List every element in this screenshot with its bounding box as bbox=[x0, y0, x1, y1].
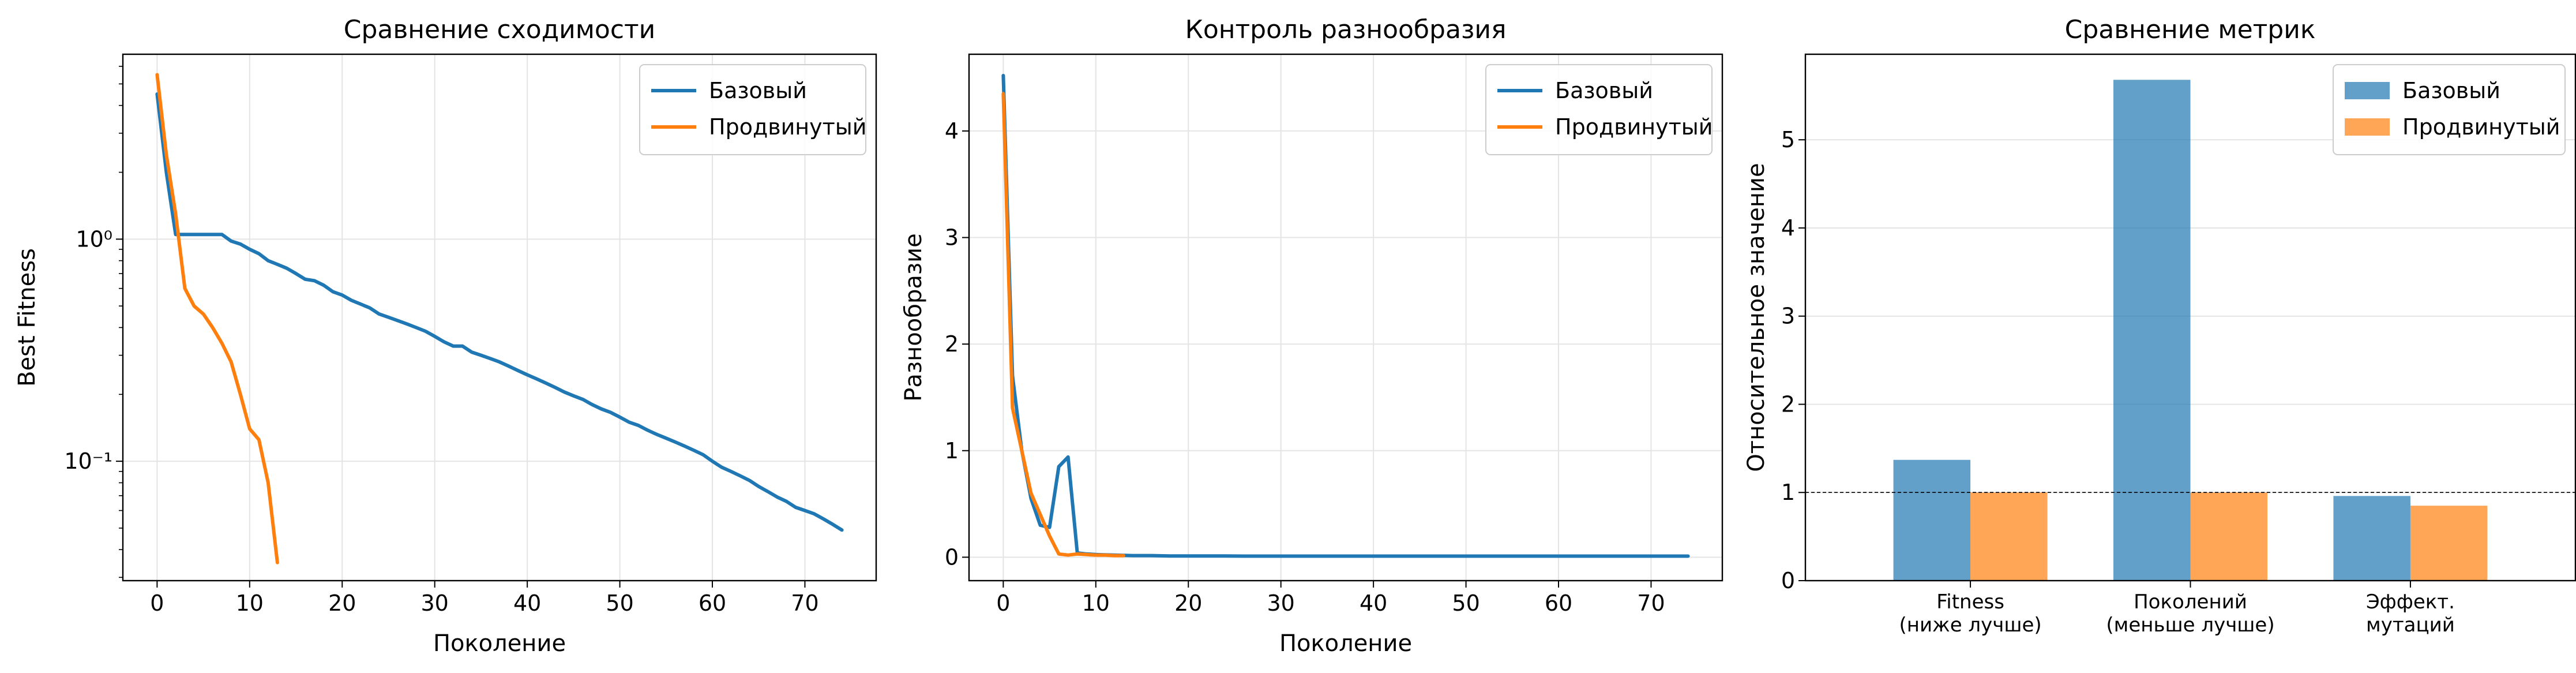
y-tick-label: 5 bbox=[1781, 127, 1795, 152]
bar bbox=[2113, 80, 2191, 581]
legend: Базовый Продвинутый bbox=[2333, 64, 2566, 155]
y-ticks: 0 1 2 3 4 5 bbox=[1781, 127, 1805, 593]
diversity-chart: Контроль разнообразия 0 10 20 30 40 50 60 70 0 1… bbox=[900, 15, 1723, 657]
x-tick-label: 0 bbox=[996, 590, 1010, 616]
legend-entry: Продвинутый bbox=[1555, 114, 1713, 140]
plot-frame bbox=[122, 53, 877, 582]
x-tick-label: 60 bbox=[699, 590, 726, 616]
series-line bbox=[1001, 73, 1690, 558]
series-line bbox=[1001, 92, 1125, 558]
x-ticks: 0 10 20 30 40 50 60 70 bbox=[150, 581, 819, 616]
x-tick-label: 0 bbox=[150, 590, 164, 616]
x-ticks: Fitness (ниже лучше) Поколений (меньше лучш… bbox=[1899, 581, 2455, 637]
y-axis-label: Относительное значение bbox=[1743, 163, 1770, 472]
bar bbox=[2190, 492, 2267, 581]
y-axis-label: Разнообразие bbox=[900, 233, 927, 401]
chart-title: Контроль разнообразия bbox=[1185, 15, 1507, 44]
legend: Базовый Продвинутый bbox=[639, 64, 866, 155]
convergence-chart: Сравнение сходимости 0 10 20 30 40 50 60 70 10⁻… bbox=[14, 15, 877, 657]
y-tick-label: 2 bbox=[1781, 391, 1795, 417]
metrics-chart: Сравнение метрик Fitness (ниже лучше) Поко… bbox=[1743, 15, 2576, 637]
x-tick-label: 20 bbox=[1174, 590, 1202, 616]
y-tick-label: 0 bbox=[945, 544, 959, 570]
legend-entry: Продвинутый bbox=[709, 114, 866, 140]
y-tick-label: 10⁻¹ bbox=[64, 448, 112, 474]
x-tick-label: 10 bbox=[1082, 590, 1110, 616]
x-tick-label: Fitness (ниже лучше) bbox=[1899, 590, 2041, 637]
bars bbox=[1893, 80, 2488, 581]
chart-title: Сравнение метрик bbox=[2065, 15, 2316, 44]
x-tick-label: 10 bbox=[236, 590, 264, 616]
legend-box bbox=[639, 64, 866, 155]
x-axis-label: Поколение bbox=[433, 630, 566, 657]
x-axis-label: Поколение bbox=[1279, 630, 1412, 657]
x-ticks: 0 10 20 30 40 50 60 70 bbox=[996, 581, 1665, 616]
legend-box bbox=[1485, 64, 1713, 155]
series-line bbox=[155, 92, 844, 532]
x-tick-label: 30 bbox=[1267, 590, 1295, 616]
x-tick-label: 50 bbox=[1452, 590, 1479, 616]
series-lines bbox=[1001, 73, 1690, 558]
legend-box bbox=[2333, 64, 2566, 155]
bar bbox=[1970, 492, 2048, 581]
y-tick-label: 4 bbox=[945, 118, 959, 144]
series-line bbox=[155, 73, 279, 564]
x-tick-label: 40 bbox=[1360, 590, 1387, 616]
legend-entry: Базовый bbox=[2402, 78, 2500, 103]
legend-entry: Продвинутый bbox=[2402, 114, 2560, 140]
y-tick-label: 0 bbox=[1781, 568, 1795, 593]
y-tick-label: 1 bbox=[1781, 480, 1795, 505]
x-tick-label: Эффект. мутаций bbox=[2366, 590, 2455, 637]
y-tick-label: 1 bbox=[945, 438, 959, 463]
y-tick-label: 3 bbox=[945, 225, 959, 250]
plot-frame bbox=[968, 53, 1723, 582]
x-tick-label: 70 bbox=[1637, 590, 1665, 616]
legend-swatch bbox=[2345, 118, 2390, 136]
legend-entry: Базовый bbox=[1555, 78, 1653, 103]
x-tick-label: 70 bbox=[791, 590, 818, 616]
x-tick-label: 30 bbox=[421, 590, 449, 616]
bar bbox=[2333, 496, 2410, 581]
y-ticks: 0 1 2 3 4 bbox=[945, 118, 969, 570]
y-axis-label: Best Fitness bbox=[14, 248, 40, 387]
legend-entry: Базовый bbox=[709, 78, 807, 103]
bar bbox=[1893, 459, 1971, 581]
y-tick-label: 4 bbox=[1781, 215, 1795, 241]
series-lines bbox=[155, 73, 844, 564]
y-tick-label: 2 bbox=[945, 331, 959, 357]
y-ticks: 10⁻¹ 10⁰ bbox=[64, 66, 123, 578]
x-tick-label: 60 bbox=[1545, 590, 1572, 616]
x-tick-label: 20 bbox=[328, 590, 356, 616]
x-tick-label: Поколений (меньше лучше) bbox=[2106, 590, 2274, 637]
y-tick-label: 10⁰ bbox=[76, 226, 112, 252]
legend-swatch bbox=[2345, 82, 2390, 99]
bar bbox=[2410, 506, 2488, 581]
x-tick-label: 40 bbox=[513, 590, 541, 616]
y-tick-label: 3 bbox=[1781, 304, 1795, 329]
x-tick-label: 50 bbox=[606, 590, 633, 616]
legend: Базовый Продвинутый bbox=[1485, 64, 1713, 155]
chart-title: Сравнение сходимости bbox=[344, 15, 656, 44]
